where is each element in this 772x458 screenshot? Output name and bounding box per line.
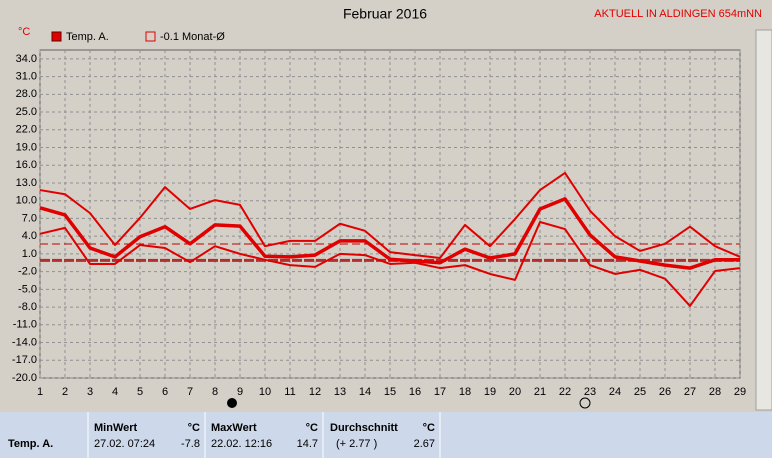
station-label: AKTUELL IN ALDINGEN 654mNN — [594, 8, 762, 20]
stats-dividers — [87, 412, 441, 458]
y-tick-label: 10.0 — [16, 195, 37, 207]
stats-value: 14.7 — [297, 438, 318, 450]
x-tick-label: 25 — [634, 386, 646, 398]
x-tick-label: 15 — [384, 386, 396, 398]
x-tick-label: 11 — [284, 386, 295, 398]
stats-unit: °C — [188, 422, 200, 434]
y-tick-label: 25.0 — [16, 106, 37, 118]
y-tick-label: -14.0 — [12, 336, 37, 348]
stats-value: 2.67 — [414, 438, 435, 450]
x-tick-label: 26 — [659, 386, 671, 398]
y-tick-label: 1.0 — [22, 248, 37, 260]
x-tick-label: 10 — [259, 386, 271, 398]
stats-unit: °C — [306, 422, 318, 434]
y-tick-label: -5.0 — [18, 283, 37, 295]
stats-time: 27.02. 07:24 — [94, 438, 155, 450]
y-tick-label: 16.0 — [16, 159, 37, 171]
y-tick-label: 28.0 — [16, 88, 37, 100]
x-tick-label: 5 — [137, 386, 143, 398]
y-tick-label: 34.0 — [16, 53, 37, 65]
stats-unit: °C — [423, 422, 435, 434]
x-tick-label: 19 — [484, 386, 496, 398]
x-tick-label: 24 — [609, 386, 621, 398]
legend-swatch — [51, 31, 62, 42]
y-tick-label: 4.0 — [22, 230, 37, 242]
y-unit: °C — [18, 26, 30, 38]
y-tick-label: -20.0 — [12, 372, 37, 384]
stats-row-label: Temp. A. — [8, 438, 53, 450]
day-marker — [579, 397, 591, 409]
y-tick-label: 7.0 — [22, 212, 37, 224]
y-tick-label: -8.0 — [18, 301, 37, 313]
stats-header: Durchschnitt — [330, 422, 398, 434]
stats-delta: (+ 2.77 ) — [336, 438, 377, 450]
y-tick-label: 31.0 — [16, 71, 37, 83]
y-tick-label: 22.0 — [16, 124, 37, 136]
y-tick-label: 19.0 — [16, 141, 37, 153]
x-tick-label: 23 — [584, 386, 596, 398]
x-tick-label: 8 — [212, 386, 218, 398]
x-tick-label: 22 — [559, 386, 571, 398]
stats-header: MinWert — [94, 422, 138, 434]
stats-value: -7.8 — [181, 438, 200, 450]
x-tick-label: 18 — [459, 386, 471, 398]
y-tick-label: -17.0 — [12, 354, 37, 366]
x-tick-label: 1 — [37, 386, 43, 398]
min-line — [39, 220, 741, 307]
x-tick-label: 6 — [162, 386, 168, 398]
legend-label: -0.1 Monat-Ø — [160, 31, 225, 43]
stats-header: MaxWert — [211, 422, 257, 434]
day-marker — [227, 398, 237, 408]
x-tick-label: 28 — [709, 386, 721, 398]
y-tick-label: 13.0 — [16, 177, 37, 189]
x-tick-label: 20 — [509, 386, 521, 398]
scrollbar[interactable] — [755, 29, 772, 411]
x-tick-label: 7 — [187, 386, 193, 398]
x-tick-label: 2 — [62, 386, 68, 398]
stats-panel — [0, 412, 772, 458]
x-tick-label: 12 — [309, 386, 321, 398]
x-tick-label: 4 — [112, 386, 118, 398]
x-tick-label: 27 — [684, 386, 696, 398]
legend-swatch — [145, 31, 156, 42]
x-tick-label: 3 — [87, 386, 93, 398]
y-tick-label: -11.0 — [13, 319, 37, 331]
x-tick-label: 14 — [359, 386, 371, 398]
legend-label: Temp. A. — [66, 31, 109, 43]
mean-line — [39, 197, 740, 270]
y-tick-label: -2.0 — [18, 266, 37, 278]
x-tick-label: 21 — [534, 386, 546, 398]
x-tick-label: 17 — [434, 386, 446, 398]
x-tick-label: 16 — [409, 386, 421, 398]
x-tick-label: 9 — [237, 386, 243, 398]
chart-title: Februar 2016 — [343, 6, 427, 22]
x-tick-label: 29 — [734, 386, 746, 398]
x-tick-label: 13 — [334, 386, 346, 398]
max-line — [39, 171, 741, 260]
stats-time: 22.02. 12:16 — [211, 438, 272, 450]
